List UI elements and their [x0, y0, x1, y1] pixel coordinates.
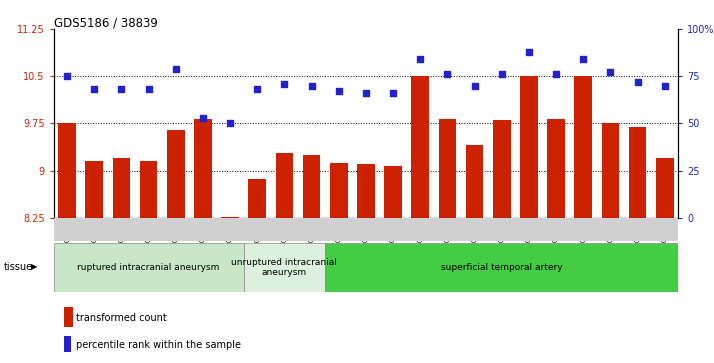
- Bar: [325, 218, 352, 241]
- Bar: [325, 243, 678, 292]
- Bar: [543, 218, 570, 241]
- Point: [605, 70, 616, 76]
- Bar: [248, 179, 266, 218]
- Bar: [624, 218, 651, 241]
- Point: [278, 81, 290, 87]
- Bar: [656, 158, 673, 218]
- Point: [251, 86, 263, 92]
- Bar: [298, 218, 325, 241]
- Point: [306, 83, 317, 89]
- Point: [361, 90, 372, 96]
- Bar: [81, 218, 108, 241]
- Bar: [86, 161, 103, 218]
- Bar: [434, 218, 461, 241]
- Point: [415, 56, 426, 62]
- Bar: [629, 127, 646, 218]
- Point: [61, 73, 73, 79]
- Bar: [380, 218, 407, 241]
- Bar: [384, 166, 402, 218]
- Text: tissue: tissue: [4, 262, 33, 272]
- Bar: [407, 218, 434, 241]
- Bar: [108, 218, 135, 241]
- Bar: [167, 130, 185, 218]
- Point: [659, 83, 670, 89]
- Bar: [651, 218, 678, 241]
- Bar: [113, 158, 130, 218]
- Bar: [189, 218, 216, 241]
- Bar: [243, 243, 325, 292]
- Bar: [466, 146, 483, 218]
- Bar: [516, 218, 543, 241]
- Bar: [547, 119, 565, 218]
- Bar: [602, 123, 619, 218]
- Text: ruptured intracranial aneurysm: ruptured intracranial aneurysm: [77, 263, 220, 272]
- Bar: [54, 243, 243, 292]
- Bar: [493, 120, 511, 218]
- Point: [469, 83, 481, 89]
- Point: [197, 115, 208, 121]
- Bar: [135, 218, 162, 241]
- Point: [170, 66, 181, 72]
- Point: [550, 72, 562, 77]
- Bar: [140, 161, 158, 218]
- Point: [578, 56, 589, 62]
- Bar: [271, 218, 298, 241]
- Bar: [303, 155, 321, 218]
- Point: [116, 86, 127, 92]
- Point: [523, 49, 535, 54]
- Bar: [438, 119, 456, 218]
- Bar: [276, 153, 293, 218]
- Bar: [352, 218, 380, 241]
- Bar: [243, 218, 271, 241]
- Bar: [411, 76, 429, 218]
- Bar: [54, 218, 81, 241]
- Bar: [520, 76, 538, 218]
- Text: transformed count: transformed count: [76, 313, 166, 323]
- Bar: [216, 218, 243, 241]
- Point: [388, 90, 399, 96]
- Text: unruptured intracranial
aneurysm: unruptured intracranial aneurysm: [231, 258, 338, 277]
- Bar: [570, 218, 597, 241]
- Bar: [330, 163, 348, 218]
- Bar: [162, 218, 189, 241]
- Bar: [597, 218, 624, 241]
- Point: [224, 121, 236, 126]
- Point: [89, 86, 100, 92]
- Bar: [574, 76, 592, 218]
- Bar: [59, 123, 76, 218]
- Point: [442, 72, 453, 77]
- Bar: [461, 218, 488, 241]
- Bar: [221, 217, 239, 218]
- Text: ▶: ▶: [31, 262, 37, 271]
- Bar: [194, 119, 212, 218]
- Text: superficial temporal artery: superficial temporal artery: [441, 263, 563, 272]
- Bar: [488, 218, 516, 241]
- Point: [143, 86, 154, 92]
- Point: [496, 72, 508, 77]
- Bar: [357, 164, 375, 218]
- Text: GDS5186 / 38839: GDS5186 / 38839: [54, 16, 157, 29]
- Point: [632, 79, 643, 85]
- Text: percentile rank within the sample: percentile rank within the sample: [76, 340, 241, 350]
- Point: [333, 89, 344, 94]
